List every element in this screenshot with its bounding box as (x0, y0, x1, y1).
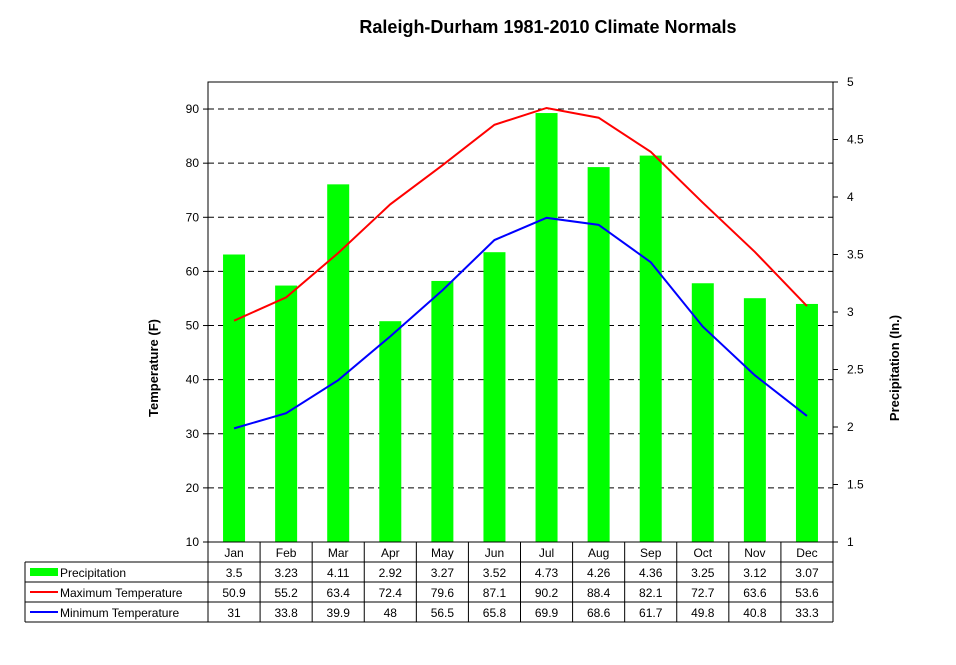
table-cell: 4.73 (535, 566, 559, 580)
precipitation-bar (327, 184, 350, 542)
y-left-tick-label: 30 (186, 427, 200, 441)
x-tick-label: Dec (796, 546, 817, 560)
table-cell: 55.2 (274, 586, 298, 600)
y-left-tick-label: 60 (186, 264, 200, 278)
table-cell: 40.8 (743, 606, 767, 620)
precipitation-bar (691, 283, 714, 542)
precipitation-bar (431, 280, 454, 542)
table-cell: 33.3 (795, 606, 819, 620)
table-cell: 3.5 (226, 566, 243, 580)
plot-area: 10 20 30 40 50 60 70 80 90 1 1.5 2 2.5 3 3.5 4 4.5 5 (186, 75, 864, 549)
table-cell: 72.7 (691, 586, 715, 600)
table-cell: 56.5 (431, 606, 455, 620)
y-right-tick-label: 3 (847, 305, 854, 319)
table-cell: 50.9 (222, 586, 246, 600)
x-tick-label: Jul (539, 546, 554, 560)
table-cell: 90.2 (535, 586, 559, 600)
y-right-tick-label: 4.5 (847, 133, 864, 147)
min-temperature-line (233, 216, 808, 430)
legend-label: Maximum Temperature (60, 586, 183, 600)
table-cell: 87.1 (483, 586, 507, 600)
precipitation-bar (639, 155, 662, 542)
precipitation-bar (535, 113, 558, 543)
y-left-tick-label: 40 (186, 373, 200, 387)
data-table: Jan Feb Mar Apr May Jun Jul Aug Sep Oct Nov Dec Prec… (24, 541, 834, 623)
x-tick-label: Nov (744, 546, 765, 560)
y-right-tick-label: 4 (847, 190, 854, 204)
table-cell: 49.8 (691, 606, 715, 620)
table-cell: 63.6 (743, 586, 767, 600)
table-cell: 61.7 (639, 606, 663, 620)
max-temperature-line (233, 106, 808, 322)
precipitation-bar (223, 254, 246, 542)
table-cell: 3.25 (691, 566, 715, 580)
precipitation-bar (483, 252, 506, 542)
y-axis-left-title: Temperature (F) (146, 319, 161, 417)
x-tick-label: Jan (224, 546, 243, 560)
table-cell: 82.1 (639, 586, 663, 600)
x-tick-label: Apr (381, 546, 400, 560)
x-tick-label: Jun (485, 546, 504, 560)
y-right-tick-label: 5 (847, 75, 854, 89)
table-cell: 88.4 (587, 586, 611, 600)
y-axis-right-title: Precipitation (In.) (887, 315, 902, 421)
table-cell: 3.52 (483, 566, 507, 580)
precipitation-bar (743, 298, 766, 542)
table-cell: 68.6 (587, 606, 611, 620)
table-cell: 2.92 (379, 566, 403, 580)
x-tick-label: Sep (640, 546, 662, 560)
table-cell: 79.6 (431, 586, 455, 600)
table-cell: 69.9 (535, 606, 559, 620)
y-left-tick-label: 80 (186, 156, 200, 170)
y-right-tick-label: 3.5 (847, 248, 864, 262)
table-cell: 4.11 (327, 566, 350, 580)
x-tick-label: Feb (276, 546, 297, 560)
precipitation-bar (379, 321, 402, 542)
table-cell: 39.9 (327, 606, 351, 620)
precipitation-bar (795, 303, 818, 542)
precipitation-bar (587, 167, 610, 542)
y-right-tick-label: 1 (847, 535, 854, 549)
table-cell: 3.07 (795, 566, 819, 580)
x-tick-label: Aug (588, 546, 609, 560)
table-cell: 65.8 (483, 606, 507, 620)
table-cell: 3.12 (743, 566, 767, 580)
table-cell: 33.8 (274, 606, 298, 620)
legend-label: Minimum Temperature (60, 606, 179, 620)
x-tick-label: Mar (328, 546, 349, 560)
y-left-tick-label: 70 (186, 210, 200, 224)
table-cell: 4.36 (639, 566, 663, 580)
table-cell: 3.27 (431, 566, 455, 580)
table-cell: 53.6 (795, 586, 819, 600)
x-tick-label: May (431, 546, 454, 560)
y-left-tick-label: 50 (186, 319, 200, 333)
table-cell: 4.26 (587, 566, 611, 580)
chart-title: Raleigh-Durham 1981-2010 Climate Normals (359, 17, 736, 37)
y-right-tick-label: 2 (847, 420, 854, 434)
y-right-tick-label: 2.5 (847, 363, 864, 377)
legend-swatch-precipitation (30, 568, 58, 576)
table-cell: 3.23 (274, 566, 298, 580)
table-cell: 72.4 (379, 586, 403, 600)
y-right-tick-label: 1.5 (847, 478, 864, 492)
x-tick-label: Oct (693, 546, 712, 560)
legend-label: Precipitation (60, 566, 126, 580)
y-left-tick-label: 10 (186, 535, 200, 549)
y-left-tick-label: 90 (186, 102, 200, 116)
table-cell: 63.4 (327, 586, 351, 600)
table-cell: 48 (384, 606, 398, 620)
table-cell: 31 (227, 606, 241, 620)
plot-frame (207, 81, 834, 543)
y-left-tick-label: 20 (186, 481, 200, 495)
